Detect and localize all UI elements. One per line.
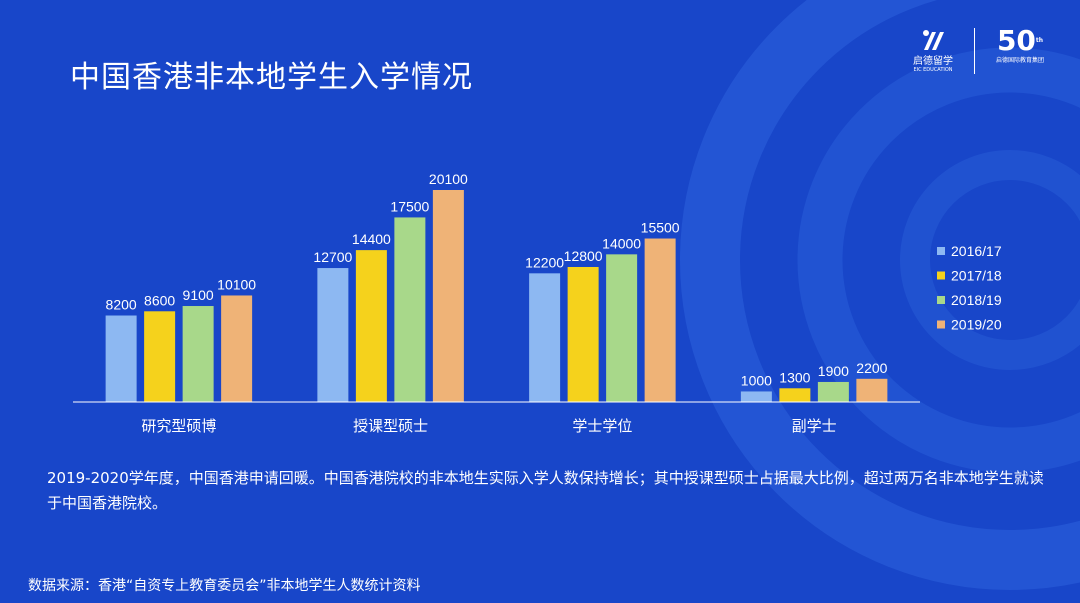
legend-label: 2016/17 [951, 243, 1002, 259]
bar [779, 388, 811, 402]
description-text: 2019-2020学年度，中国香港申请回暖。中国香港院校的非本地生实际入学人数保… [47, 469, 1044, 512]
logo-divider [974, 28, 975, 74]
anniversary-number-value: 50 [996, 24, 1036, 57]
bar [221, 295, 253, 402]
data-label: 1000 [741, 372, 772, 388]
legend-swatch [937, 247, 945, 255]
page-title: 中国香港非本地学生入学情况 [70, 60, 473, 95]
bar [355, 250, 387, 402]
data-label: 17500 [390, 198, 429, 214]
bar [432, 190, 464, 402]
data-label: 10100 [217, 276, 256, 292]
bar [567, 266, 599, 402]
data-label: 2200 [856, 360, 887, 376]
bar [105, 315, 137, 402]
anniversary-number: 50th [982, 26, 1058, 56]
category-label: 学士学位 [572, 417, 632, 435]
data-label: 8600 [144, 292, 175, 308]
data-label: 20100 [429, 171, 468, 187]
eic-logo: 启德留学 EIC EDUCATION [898, 26, 968, 74]
data-label: 15500 [641, 220, 680, 236]
data-label: 14000 [602, 235, 641, 251]
bar [529, 273, 561, 402]
bars-layer [105, 190, 888, 402]
legend-label: 2019/20 [951, 317, 1002, 333]
legend-swatch [937, 320, 945, 329]
data-label: 9100 [183, 287, 214, 303]
brand-logo: 启德留学 EIC EDUCATION 50th 启德国际教育集团 [898, 26, 1058, 78]
bar [740, 391, 772, 402]
source-note: 数据来源：香港“自资专上教育委员会”非本地学生人数统计资料 [28, 578, 421, 594]
bar [182, 306, 214, 402]
data-label: 14400 [352, 231, 391, 247]
eic-logo-icon [923, 30, 944, 50]
category-label: 副学士 [792, 417, 837, 435]
brand-name-cn: 启德留学 [913, 56, 953, 67]
bar [394, 217, 426, 402]
bar [644, 238, 676, 402]
legend-swatch [937, 271, 945, 280]
data-label: 1900 [818, 363, 849, 379]
data-label: 8200 [106, 297, 137, 313]
anniversary-caption: 启德国际教育集团 [995, 57, 1044, 64]
data-label: 12800 [564, 248, 603, 264]
legend-label: 2018/19 [951, 292, 1002, 308]
legend-label: 2017/18 [951, 268, 1002, 284]
category-label: 研究型硕博 [141, 417, 216, 435]
bar [606, 254, 638, 402]
bar [856, 378, 888, 402]
data-label: 12700 [313, 249, 352, 265]
bar [817, 381, 849, 402]
data-label: 12200 [525, 254, 564, 270]
category-labels-layer: 研究型硕博 授课型硕士 学士学位 副学士 [141, 417, 836, 435]
bar [317, 268, 349, 402]
anniversary-suffix: th [1035, 37, 1044, 44]
legend: 2016/17 2017/18 2018/19 2019/20 [937, 243, 1002, 333]
category-label: 授课型硕士 [353, 417, 428, 435]
legend-swatch [937, 296, 945, 304]
anniversary-badge: 50th 启德国际教育集团 [982, 26, 1058, 66]
bar [144, 311, 176, 402]
data-label: 1300 [779, 369, 810, 385]
brand-name-en: EIC EDUCATION [913, 67, 953, 73]
